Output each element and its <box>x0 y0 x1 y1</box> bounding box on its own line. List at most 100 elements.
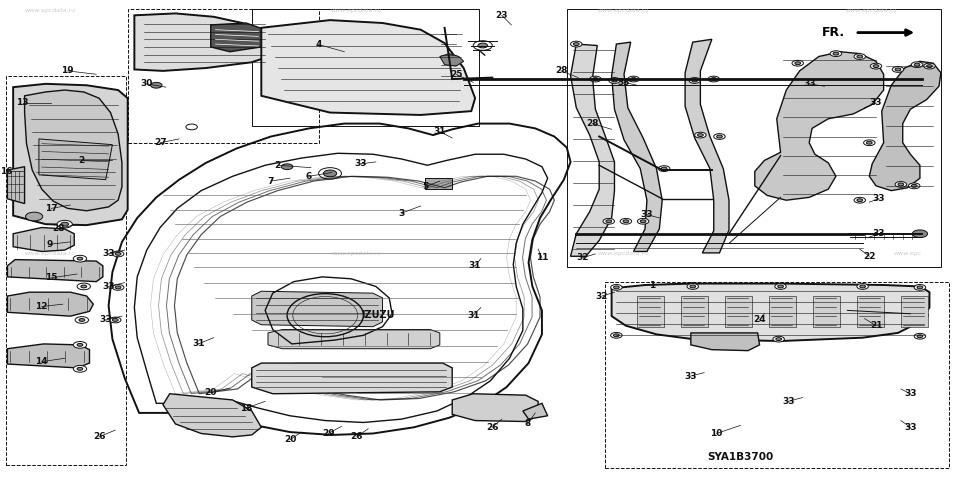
Circle shape <box>908 183 920 189</box>
Circle shape <box>324 170 337 177</box>
Circle shape <box>60 222 68 226</box>
Circle shape <box>792 60 804 66</box>
Circle shape <box>628 76 639 82</box>
Circle shape <box>914 63 920 66</box>
Polygon shape <box>523 403 547 419</box>
Circle shape <box>659 166 670 171</box>
Circle shape <box>115 286 121 289</box>
Circle shape <box>871 63 881 69</box>
Circle shape <box>795 62 801 65</box>
Bar <box>128 9 319 143</box>
Circle shape <box>115 252 121 255</box>
Text: 21: 21 <box>870 321 882 330</box>
Polygon shape <box>612 42 662 251</box>
Text: 31: 31 <box>192 340 204 348</box>
Circle shape <box>775 284 786 289</box>
Bar <box>252 9 479 126</box>
Text: 20: 20 <box>204 388 217 397</box>
Text: 2: 2 <box>275 161 280 170</box>
Circle shape <box>917 335 923 338</box>
Circle shape <box>623 220 629 223</box>
Circle shape <box>319 168 342 179</box>
Circle shape <box>112 251 124 257</box>
Polygon shape <box>8 344 89 368</box>
Circle shape <box>77 283 90 290</box>
Bar <box>682 296 708 327</box>
Circle shape <box>73 255 86 262</box>
Text: 28: 28 <box>587 119 599 128</box>
Polygon shape <box>440 54 464 66</box>
Circle shape <box>603 218 614 224</box>
Text: FR.: FR. <box>822 26 845 39</box>
Circle shape <box>874 65 878 68</box>
Bar <box>813 296 840 327</box>
Text: 26: 26 <box>350 433 363 441</box>
Text: 2: 2 <box>79 156 85 165</box>
Circle shape <box>613 334 619 337</box>
Bar <box>7 76 126 465</box>
Text: 33: 33 <box>904 423 917 432</box>
Bar <box>566 9 941 267</box>
Bar <box>725 296 752 327</box>
Circle shape <box>926 65 932 68</box>
Text: 17: 17 <box>45 204 58 213</box>
Circle shape <box>833 52 839 55</box>
Circle shape <box>612 79 617 82</box>
Bar <box>637 296 664 327</box>
Text: 10: 10 <box>710 429 723 438</box>
Text: 33: 33 <box>870 99 882 107</box>
Polygon shape <box>685 39 729 253</box>
Text: SYA1B3700: SYA1B3700 <box>708 453 774 462</box>
Polygon shape <box>252 291 382 327</box>
Circle shape <box>710 78 716 80</box>
Text: 33: 33 <box>354 160 367 168</box>
Circle shape <box>716 135 722 138</box>
Text: 32: 32 <box>577 253 589 262</box>
Circle shape <box>912 230 927 238</box>
Text: 33: 33 <box>103 282 115 291</box>
Polygon shape <box>452 394 539 422</box>
Text: 32: 32 <box>596 292 609 300</box>
Circle shape <box>776 338 781 341</box>
Circle shape <box>112 285 124 290</box>
Text: 33: 33 <box>782 397 795 406</box>
Text: 9: 9 <box>46 240 53 249</box>
Text: 14: 14 <box>36 357 48 366</box>
Circle shape <box>857 55 863 58</box>
Text: 13: 13 <box>16 99 29 107</box>
Text: 33: 33 <box>873 194 885 203</box>
Polygon shape <box>691 333 759 351</box>
Text: www.epcdata.ru: www.epcdata.ru <box>25 251 76 256</box>
Circle shape <box>573 43 579 46</box>
Polygon shape <box>211 23 271 52</box>
Text: 25: 25 <box>450 70 463 79</box>
Text: 31: 31 <box>467 311 479 319</box>
Text: www.epcdata.ru: www.epcdata.ru <box>330 8 381 13</box>
Text: www.epcdata.ru: www.epcdata.ru <box>597 251 648 256</box>
Circle shape <box>692 79 698 82</box>
Circle shape <box>687 284 699 289</box>
Text: 29: 29 <box>322 429 334 438</box>
Circle shape <box>895 182 906 187</box>
Circle shape <box>713 134 725 139</box>
Text: 33: 33 <box>873 229 885 238</box>
Circle shape <box>860 285 866 288</box>
Polygon shape <box>268 330 440 349</box>
Circle shape <box>773 336 784 342</box>
Circle shape <box>640 220 646 223</box>
Circle shape <box>109 317 121 323</box>
Circle shape <box>570 41 582 47</box>
Bar <box>900 296 927 327</box>
Circle shape <box>892 67 903 72</box>
Circle shape <box>151 82 162 88</box>
Text: 33: 33 <box>100 316 112 324</box>
Circle shape <box>914 285 925 290</box>
Polygon shape <box>134 13 275 71</box>
Text: 28: 28 <box>555 67 567 75</box>
Circle shape <box>854 54 866 59</box>
Polygon shape <box>8 292 93 316</box>
Polygon shape <box>39 139 112 180</box>
Text: 6: 6 <box>306 172 312 181</box>
Circle shape <box>911 62 923 68</box>
Circle shape <box>73 365 86 372</box>
